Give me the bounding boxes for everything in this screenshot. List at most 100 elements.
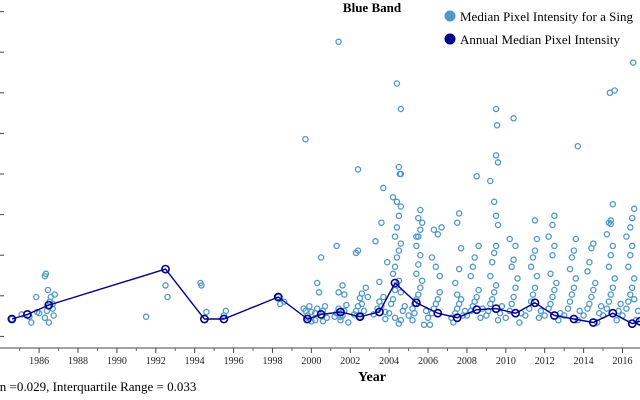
annual-median-point xyxy=(472,305,482,315)
scatter-point xyxy=(475,286,482,294)
scatter-point xyxy=(306,302,313,310)
scatter-point xyxy=(434,231,442,238)
scatter-point xyxy=(564,305,572,312)
scatter-point xyxy=(457,244,465,252)
scatter-point xyxy=(535,314,543,322)
scatter-point xyxy=(8,315,16,323)
scatter-point xyxy=(430,226,438,233)
scatter-point xyxy=(426,321,434,329)
scatter-points xyxy=(8,38,640,329)
scatter-point xyxy=(566,265,574,273)
scatter-point xyxy=(455,210,463,217)
scatter-point xyxy=(450,319,457,326)
scatter-point xyxy=(628,242,636,250)
scatter-point xyxy=(494,221,502,229)
scatter-point xyxy=(547,270,554,278)
scatter-point xyxy=(490,198,498,206)
scatter-point xyxy=(609,200,617,208)
scatter-point xyxy=(418,219,426,226)
scatter-point xyxy=(424,314,432,322)
annual-median-point xyxy=(336,307,345,317)
scatter-point xyxy=(625,263,632,271)
scatter-point xyxy=(514,275,521,282)
scatter-point xyxy=(586,258,593,266)
scatter-point xyxy=(422,307,430,315)
scatter-point xyxy=(337,313,344,320)
scatter-point xyxy=(576,307,583,315)
scatter-point xyxy=(611,87,618,94)
scatter-point xyxy=(617,300,624,308)
scatter-point xyxy=(415,261,422,268)
scatter-point xyxy=(510,293,517,301)
x-tick-label: 2014 xyxy=(574,356,594,367)
scatter-point xyxy=(533,272,541,280)
x-tick-label: 2002 xyxy=(340,356,360,367)
scatter-point xyxy=(572,275,580,282)
scatter-point xyxy=(452,279,459,287)
scatter-point xyxy=(302,135,309,143)
scatter-point xyxy=(434,296,442,303)
scatter-point xyxy=(541,312,548,319)
scatter-point xyxy=(41,314,49,322)
scatter-point xyxy=(413,242,420,250)
scatter-point xyxy=(415,291,422,298)
scatter-point xyxy=(549,221,556,229)
scatter-point xyxy=(397,289,405,296)
x-tick-label: 2006 xyxy=(418,356,438,367)
scatter-point xyxy=(417,284,424,291)
scatter-point xyxy=(506,235,513,243)
scatter-point xyxy=(473,173,480,180)
annual-median-point xyxy=(411,298,421,308)
scatter-point xyxy=(198,282,205,289)
scatter-point xyxy=(415,214,422,222)
scatter-point xyxy=(627,251,634,259)
scatter-point xyxy=(432,263,440,271)
scatter-point xyxy=(397,105,405,113)
scatter-point xyxy=(397,240,405,247)
annual-median-point xyxy=(433,308,443,318)
annual-median-point xyxy=(627,319,637,328)
scatter-point xyxy=(605,298,613,305)
scatter-point xyxy=(473,293,480,301)
scatter-point xyxy=(531,247,539,254)
scatter-point xyxy=(164,293,171,301)
scatter-point xyxy=(280,298,288,305)
scatter-point xyxy=(453,219,461,226)
annual-median-point xyxy=(161,264,170,274)
scatter-point xyxy=(436,289,443,296)
scatter-point xyxy=(487,177,494,185)
scatter-point xyxy=(613,316,620,324)
scatter-point xyxy=(395,212,403,220)
x-tick-label: 1994 xyxy=(185,356,205,367)
scatter-point xyxy=(376,278,383,286)
scatter-point xyxy=(628,214,636,222)
scatter-point xyxy=(393,254,401,261)
scatter-point xyxy=(623,233,630,240)
annual-median-point xyxy=(7,314,17,324)
scatter-point xyxy=(315,289,323,296)
summary-stats-text: an =0.029, Interquartile Range = 0.033 xyxy=(0,379,197,394)
scatter-point xyxy=(492,212,500,220)
scatter-point xyxy=(343,301,350,309)
scatter-point xyxy=(395,247,403,254)
scatter-point xyxy=(378,219,385,226)
x-tick-label: 2004 xyxy=(379,356,399,367)
scatter-point xyxy=(51,291,58,298)
annual-median-point xyxy=(550,311,559,320)
annual-median-point xyxy=(44,300,54,310)
scatter-point xyxy=(630,296,638,303)
x-axis-label: Year xyxy=(358,370,386,385)
x-tick-label: 1992 xyxy=(146,356,166,367)
scatter-point xyxy=(475,242,482,250)
scatter-point xyxy=(549,293,556,301)
scatter-point xyxy=(625,298,632,305)
annual-median-point xyxy=(588,318,598,327)
chart-title: Blue Band xyxy=(343,0,402,15)
scatter-point xyxy=(493,122,501,129)
scatter-point xyxy=(354,247,362,254)
scatter-point xyxy=(42,270,50,278)
scatter-point xyxy=(609,242,617,250)
annual-median-point xyxy=(452,313,462,323)
scatter-point xyxy=(44,286,52,294)
scatter-point xyxy=(545,233,552,240)
